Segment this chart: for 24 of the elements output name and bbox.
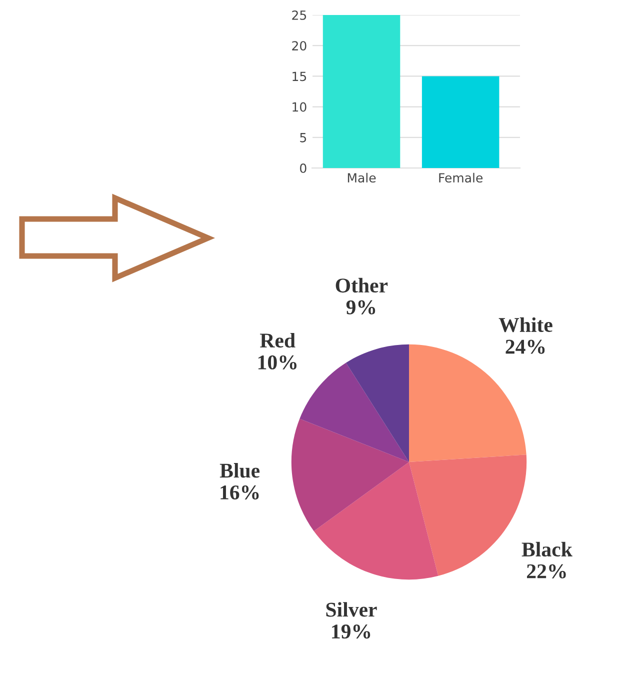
y-tick-label: 25 — [292, 10, 306, 20]
data-label: 19% — [332, 624, 370, 639]
slice-label: Red — [260, 332, 296, 348]
data-label: 16% — [220, 485, 259, 500]
slice-label: Silver — [326, 602, 377, 617]
slice-label: Other — [336, 278, 388, 293]
y-tick-label: 20 — [292, 41, 306, 51]
pie-slice — [291, 418, 409, 532]
data-label: 24% — [506, 340, 545, 354]
y-tick-label: 0 — [300, 163, 306, 173]
slice-label: Blue — [220, 463, 260, 478]
data-label: 10% — [258, 355, 296, 370]
y-tick-label: 5 — [300, 133, 306, 142]
pie-slice — [314, 462, 438, 580]
slice-label: White — [498, 317, 552, 332]
data-label: 22% — [526, 564, 566, 578]
y-tick-label: 10 — [292, 102, 306, 112]
x-tick-label: Female — [439, 172, 482, 183]
pie-slice — [346, 344, 409, 462]
y-tick-label: 15 — [292, 72, 306, 82]
data-label: 9% — [346, 300, 376, 314]
pie-slice — [300, 362, 409, 462]
x-tick-label: Male — [348, 172, 376, 183]
slice-label: Black — [522, 542, 572, 557]
